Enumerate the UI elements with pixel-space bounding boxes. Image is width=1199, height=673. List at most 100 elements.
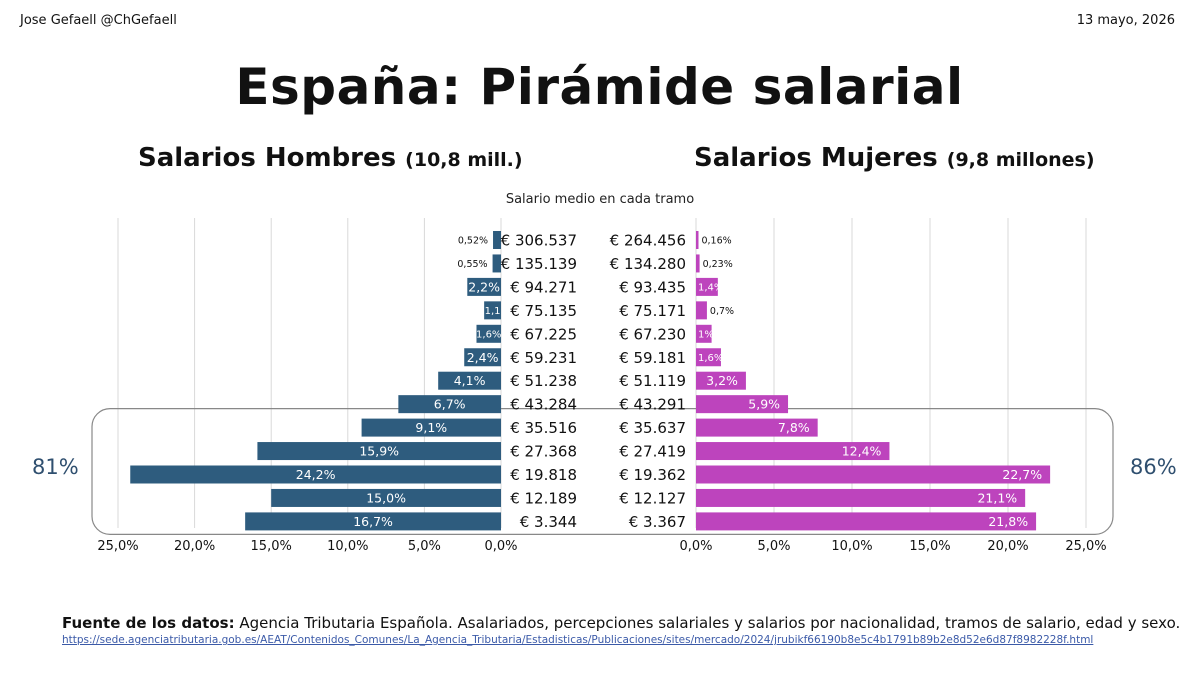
men-bar <box>493 231 501 249</box>
men-bar <box>467 277 501 296</box>
women-bar <box>696 418 818 437</box>
men-salary-label: € 135.139 <box>501 255 577 273</box>
men-data-label: 16,7% <box>353 514 393 529</box>
women-bar <box>696 488 1026 507</box>
men-bar <box>130 465 502 484</box>
women-data-label: 12,4% <box>842 444 882 459</box>
women-data-label: 3,2% <box>706 373 738 388</box>
women-data-label: 21,8% <box>988 514 1028 529</box>
women-axis-tick-label: 0,0% <box>679 539 712 554</box>
women-bar <box>696 348 721 367</box>
men-bar <box>492 254 501 273</box>
women-data-label: 0,16% <box>701 236 731 247</box>
men-axis-tick-label: 15,0% <box>251 539 292 554</box>
women-count: (9,8 millones) <box>946 149 1095 171</box>
men-data-label: 0,55% <box>457 259 487 270</box>
women-data-label: 7,8% <box>778 420 810 435</box>
women-data-label: 0,23% <box>703 259 733 270</box>
women-salary-label: € 3.367 <box>629 513 686 531</box>
women-data-label: 22,7% <box>1002 467 1042 482</box>
men-count: (10,8 mill.) <box>405 149 523 171</box>
women-axis-tick-label: 15,0% <box>909 539 950 554</box>
author-handle: Jose Gefaell @ChGefaell <box>20 13 177 28</box>
women-bar <box>696 231 699 249</box>
men-salary-label: € 19.818 <box>510 466 577 484</box>
men-axis-tick-label: 5,0% <box>408 539 441 554</box>
women-bar <box>696 442 890 461</box>
women-salary-label: € 93.435 <box>619 278 686 296</box>
men-data-label: 24,2% <box>296 467 336 482</box>
men-data-label: 15,9% <box>359 444 399 459</box>
men-axis-tick-label: 10,0% <box>327 539 368 554</box>
women-data-label: 5,9% <box>748 397 780 412</box>
men-salary-label: € 51.238 <box>510 372 577 390</box>
men-heading: Salarios Hombres <box>138 143 397 173</box>
men-data-label: 0,52% <box>458 236 488 247</box>
women-salary-label: € 134.280 <box>610 255 686 273</box>
men-bar <box>257 442 501 461</box>
men-salary-label: € 12.189 <box>510 489 577 507</box>
men-bar <box>476 324 501 343</box>
men-salary-label: € 59.231 <box>510 349 577 367</box>
highlight-box <box>91 408 1114 536</box>
women-salary-label: € 35.637 <box>619 419 686 437</box>
men-data-label: 1,6% <box>476 329 501 340</box>
men-bar <box>271 488 501 507</box>
men-data-label: 4,1% <box>454 373 486 388</box>
women-bracket-share: 86% <box>1130 455 1177 479</box>
publish-date: 13 mayo, 2026 <box>1076 13 1175 28</box>
men-salary-label: € 75.135 <box>510 302 577 320</box>
women-data-label: 1,6% <box>698 353 723 364</box>
men-salary-label: € 27.368 <box>510 443 577 461</box>
source-link[interactable]: https://sede.agenciatributaria.gob.es/AE… <box>62 634 1094 646</box>
women-salary-label: € 51.119 <box>619 372 686 390</box>
women-bar <box>696 324 712 343</box>
women-salary-label: € 12.127 <box>619 489 686 507</box>
women-salary-label: € 27.419 <box>619 443 686 461</box>
women-bar <box>696 512 1037 531</box>
women-subtitle: Salarios Mujeres (9,8 millones) <box>694 143 1095 173</box>
men-salary-label: € 35.516 <box>510 419 577 437</box>
women-bar <box>696 254 700 273</box>
men-data-label: 6,7% <box>434 397 466 412</box>
men-data-label: 15,0% <box>366 490 406 505</box>
source-note: Fuente de los datos: Agencia Tributaria … <box>62 614 1180 632</box>
men-data-label: 9,1% <box>415 420 447 435</box>
women-data-label: 21,1% <box>977 490 1017 505</box>
men-salary-label: € 67.225 <box>510 325 577 343</box>
men-salary-label: € 3.344 <box>520 513 577 531</box>
women-axis-tick-label: 5,0% <box>757 539 790 554</box>
women-salary-label: € 59.181 <box>619 349 686 367</box>
women-bar <box>696 277 718 296</box>
women-bar <box>696 371 746 390</box>
women-bar <box>696 465 1051 484</box>
men-axis-tick-label: 20,0% <box>174 539 215 554</box>
women-data-label: 0,7% <box>710 306 734 317</box>
women-bar <box>696 395 789 414</box>
men-subtitle: Salarios Hombres (10,8 mill.) <box>138 143 523 173</box>
men-bar <box>484 301 501 320</box>
women-data-label: 1% <box>698 329 714 340</box>
women-salary-label: € 75.171 <box>619 302 686 320</box>
men-bar <box>438 371 501 390</box>
men-data-label: 1,1 <box>485 306 501 317</box>
men-data-label: 2,2% <box>468 279 500 294</box>
women-data-label: 1,4% <box>698 282 723 293</box>
men-bracket-share: 81% <box>32 455 79 479</box>
women-heading: Salarios Mujeres <box>694 143 938 173</box>
men-bar <box>464 348 501 367</box>
source-text: Agencia Tributaria Española. Asalariados… <box>239 614 1181 632</box>
salary-column-header: Salario medio en cada tramo <box>505 192 695 207</box>
men-data-label: 2,4% <box>467 350 499 365</box>
women-axis-tick-label: 20,0% <box>987 539 1028 554</box>
page-title: España: Pirámide salarial <box>235 58 964 116</box>
women-bar <box>696 301 707 320</box>
women-salary-label: € 67.230 <box>619 325 686 343</box>
women-axis-tick-label: 25,0% <box>1065 539 1106 554</box>
men-salary-label: € 306.537 <box>501 232 577 250</box>
men-bar <box>398 395 501 414</box>
source-label: Fuente de los datos: <box>62 614 235 632</box>
women-axis-tick-label: 10,0% <box>831 539 872 554</box>
men-bar <box>245 512 501 531</box>
